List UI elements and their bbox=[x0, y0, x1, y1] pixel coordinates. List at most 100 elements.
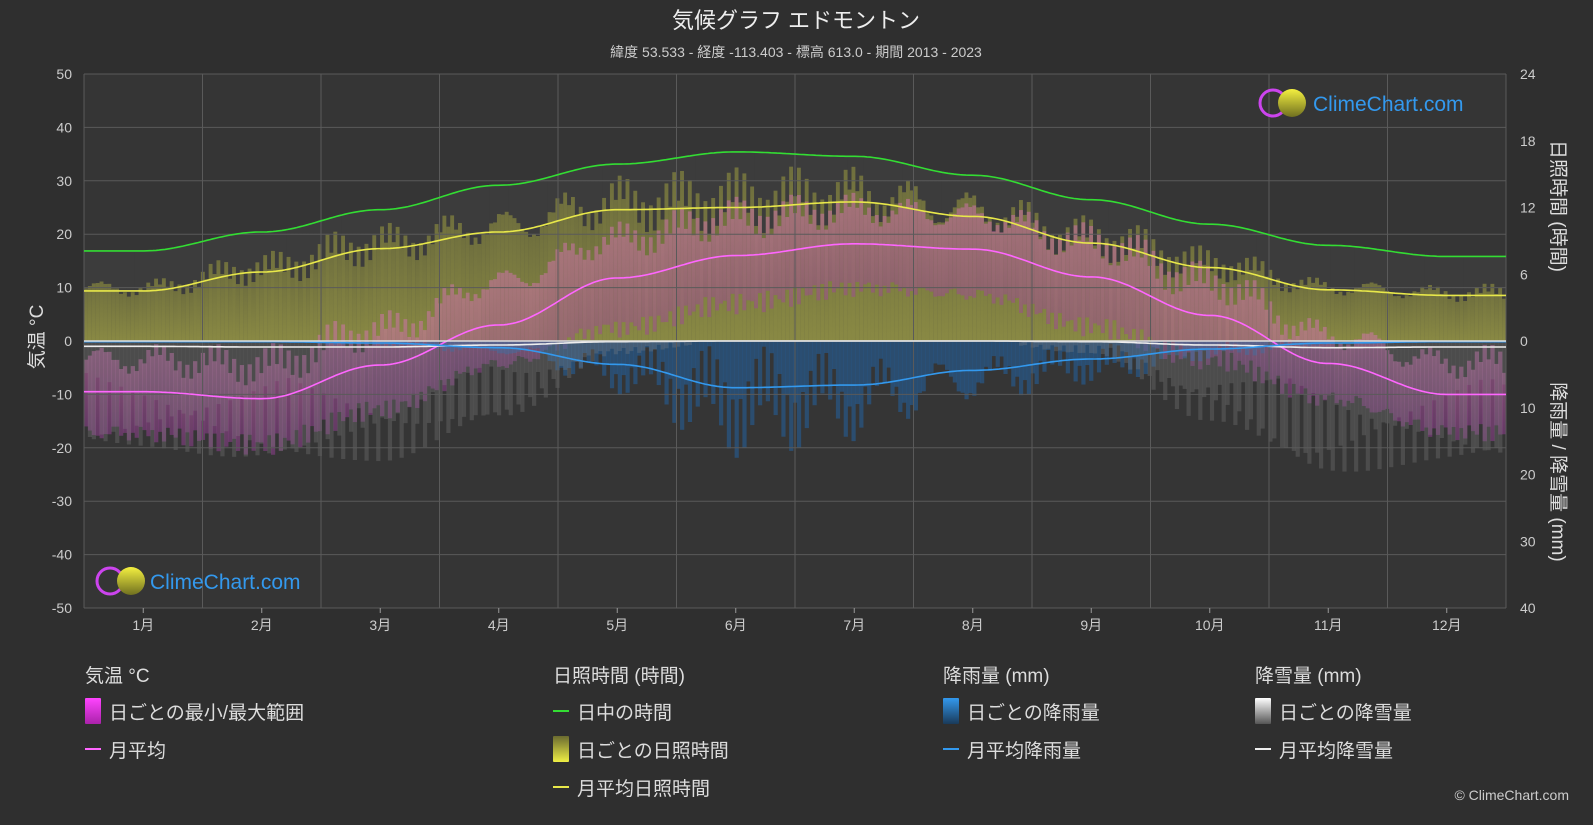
sunshine-bar bbox=[1318, 284, 1324, 341]
sunshine-bar bbox=[302, 261, 307, 341]
rain-bar bbox=[551, 341, 556, 362]
rain-bar bbox=[730, 341, 735, 400]
rain-bar bbox=[454, 341, 459, 349]
sunshine-bar bbox=[383, 242, 389, 341]
snow-bar bbox=[1357, 341, 1363, 415]
sunshine-bar bbox=[1377, 285, 1382, 341]
rain-bar bbox=[676, 341, 681, 389]
snow-bar bbox=[1093, 341, 1098, 354]
snow-bar bbox=[232, 341, 237, 457]
legend-item-rain-avg: 月平均降雨量 bbox=[943, 730, 1100, 768]
rain-bar bbox=[578, 341, 583, 368]
temperature-range-bar bbox=[235, 381, 241, 451]
temperature-range-bar bbox=[154, 344, 159, 443]
legend-label: 日ごとの降雨量 bbox=[967, 702, 1100, 724]
snow-bar bbox=[1089, 341, 1094, 353]
snow-bar bbox=[1167, 341, 1172, 378]
sunshine-bar bbox=[1424, 289, 1429, 341]
snow-bar bbox=[1241, 341, 1246, 383]
rain-bar bbox=[750, 341, 755, 426]
temperature-range-bar bbox=[224, 350, 229, 447]
temperature-range-bar bbox=[508, 272, 513, 365]
left-tick-label: -20 bbox=[52, 440, 72, 456]
temperature-range-bar bbox=[1478, 362, 1483, 425]
temperature-range-bar bbox=[563, 242, 568, 349]
month-tick-label: 9月 bbox=[1080, 617, 1102, 633]
temperature-range-bar bbox=[111, 359, 116, 427]
left-tick-label: 20 bbox=[56, 226, 72, 242]
sunshine-bar bbox=[235, 284, 241, 341]
snow-bar bbox=[586, 341, 591, 356]
temperature-range-bar bbox=[609, 226, 615, 333]
temperature-range-bar bbox=[1085, 241, 1090, 318]
right-top-tick-label: 6 bbox=[1520, 266, 1528, 282]
temperature-range-bar bbox=[1455, 378, 1460, 441]
sunshine-bar bbox=[1326, 289, 1331, 341]
snow-bar bbox=[364, 341, 369, 461]
month-tick-label: 3月 bbox=[369, 617, 391, 633]
snow-bar bbox=[165, 341, 171, 405]
rain-bar bbox=[1104, 341, 1109, 365]
rain-bar bbox=[1256, 341, 1261, 350]
snow-bar bbox=[1377, 341, 1382, 470]
temperature-range-bar bbox=[1217, 299, 1222, 367]
snow-bar bbox=[590, 341, 595, 362]
snow-bar bbox=[629, 341, 634, 352]
month-tick-label: 2月 bbox=[251, 617, 273, 633]
rain-bar bbox=[1233, 341, 1238, 344]
rain-bar bbox=[481, 341, 486, 348]
sunshine-bar bbox=[1342, 295, 1347, 341]
temperature-range-bar bbox=[902, 206, 907, 288]
sunshine-bar bbox=[306, 278, 311, 341]
snow-bar bbox=[1104, 341, 1109, 357]
sunshine-bar bbox=[126, 296, 132, 341]
snow-bar bbox=[567, 341, 572, 378]
temperature-range-bar bbox=[259, 373, 264, 443]
rain-bar bbox=[1202, 341, 1207, 351]
right-top-tick-label: 24 bbox=[1520, 66, 1536, 82]
sunshine-bar bbox=[419, 243, 424, 341]
rain-bar bbox=[863, 341, 868, 387]
snow-bar bbox=[95, 341, 100, 378]
temperature-range-bar bbox=[1163, 289, 1168, 359]
snow-bar bbox=[1416, 341, 1421, 432]
logo-sun-icon bbox=[1278, 89, 1306, 117]
rain-bar bbox=[703, 341, 708, 398]
sunshine-bar bbox=[274, 267, 280, 341]
temperature-range-bar bbox=[216, 344, 221, 452]
snow-bar bbox=[1291, 341, 1296, 451]
temperature-range-bar bbox=[161, 345, 167, 442]
snow-bar bbox=[1420, 341, 1425, 406]
temperature-range-bar bbox=[1486, 359, 1491, 427]
temperature-range-bar bbox=[126, 373, 132, 441]
snow-bar bbox=[91, 341, 96, 440]
rain-bar bbox=[1069, 341, 1074, 361]
temperature-range-bar bbox=[851, 192, 856, 297]
month-tick-label: 12月 bbox=[1432, 617, 1462, 633]
temperature-range-bar bbox=[1124, 260, 1129, 335]
temperature-range-bar bbox=[313, 362, 319, 432]
temperature-range-bar bbox=[1077, 240, 1082, 318]
legend-item-snow-daily: 日ごとの降雪量 bbox=[1255, 692, 1412, 730]
logo-top[interactable]: ClimeChart.com bbox=[1258, 88, 1464, 118]
temperature-range-bar bbox=[1416, 358, 1421, 420]
sunshine-bar bbox=[1361, 283, 1367, 341]
snow-bar bbox=[1346, 341, 1351, 411]
snow-bar bbox=[1354, 341, 1359, 472]
temperature-range-bar bbox=[247, 364, 252, 435]
temperature-range-bar bbox=[1116, 265, 1121, 340]
sunshine-bar bbox=[434, 224, 439, 341]
rain-daily-swatch bbox=[943, 698, 959, 724]
sunshine-bar bbox=[286, 256, 291, 341]
snow-bar bbox=[450, 341, 455, 420]
rain-bar bbox=[816, 341, 821, 354]
temperature-range-bar bbox=[150, 356, 155, 431]
rain-bar bbox=[722, 341, 728, 383]
temperature-range-bar bbox=[1131, 256, 1137, 329]
temperature-range-bar bbox=[816, 229, 821, 301]
temperature-range-bar bbox=[746, 225, 751, 301]
snow-bar bbox=[1019, 341, 1024, 346]
logo-bottom[interactable]: ClimeChart.com bbox=[95, 566, 301, 596]
rain-bar bbox=[430, 341, 435, 345]
sunshine-bar bbox=[446, 226, 451, 341]
